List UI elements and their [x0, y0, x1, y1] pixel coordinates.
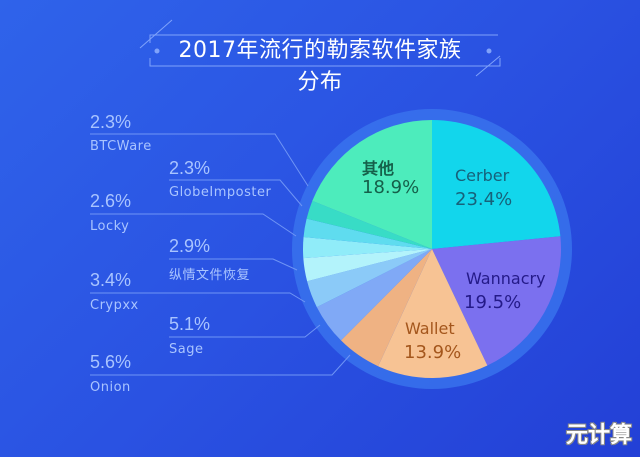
slice-pct-other: 18.9%: [362, 177, 420, 198]
legend-label-zongqing: 纵情文件恢复: [169, 268, 251, 283]
pie-slice-wallet: [378, 249, 488, 378]
legend-pct-globeimposter: 2.3%: [169, 158, 211, 178]
pie-slice-onion: [340, 249, 432, 367]
pie-slice-纵情文件恢复: [303, 249, 432, 282]
leader-globeimposter: [169, 179, 303, 207]
legend-label-btcware: BTCWare: [90, 139, 152, 154]
leader-sage: [169, 324, 321, 338]
legend-pct-zongqing: 2.9%: [169, 236, 211, 256]
slice-pct-wannacry: 19.5%: [464, 292, 522, 313]
pie-slice-其他: [312, 120, 432, 249]
leader-onion: [90, 354, 351, 376]
leader-zongqing: [169, 258, 298, 271]
slice-label-cerber: Cerber: [455, 166, 510, 185]
legend-pct-onion: 5.6%: [90, 352, 132, 372]
legend-label-crypxx: Crypxx: [90, 298, 139, 313]
slice-label-other: 其他: [362, 159, 395, 178]
pie-slice-locky: [303, 237, 432, 259]
leader-btcware: [90, 133, 309, 187]
legend-label-onion: Onion: [90, 380, 131, 395]
legend-pct-locky: 2.6%: [90, 191, 132, 211]
legend-pct-crypxx: 3.4%: [90, 270, 132, 290]
legend-pct-btcware: 2.3%: [90, 112, 132, 132]
legend-label-locky: Locky: [90, 219, 130, 234]
pie-slice-btcware: [306, 200, 432, 249]
legend-label-globeimposter: GlobeImposter: [169, 185, 272, 200]
leader-crypxx: [90, 292, 306, 303]
chart-title: 2017年流行的勒索软件家族分布: [178, 38, 462, 95]
pie-slice-wannacry: [432, 236, 561, 366]
legend-label-sage: Sage: [169, 342, 204, 357]
pie-slice-globeimposter: [303, 218, 432, 249]
pie-slice-cerber: [432, 120, 561, 249]
watermark-logo: 元计算: [565, 423, 632, 448]
slice-label-wallet: Wallet: [405, 319, 455, 338]
pie-slice-crypxx: [307, 249, 432, 308]
slice-label-wannacry: Wannacry: [466, 269, 546, 288]
title-frame: [139, 19, 501, 77]
slice-pct-cerber: 23.4%: [455, 189, 513, 210]
pie-slice-sage: [316, 249, 432, 341]
leader-lines: [90, 133, 351, 376]
leader-locky: [90, 213, 297, 237]
legend-pct-sage: 5.1%: [169, 314, 211, 334]
slice-pct-wallet: 13.9%: [404, 342, 462, 363]
